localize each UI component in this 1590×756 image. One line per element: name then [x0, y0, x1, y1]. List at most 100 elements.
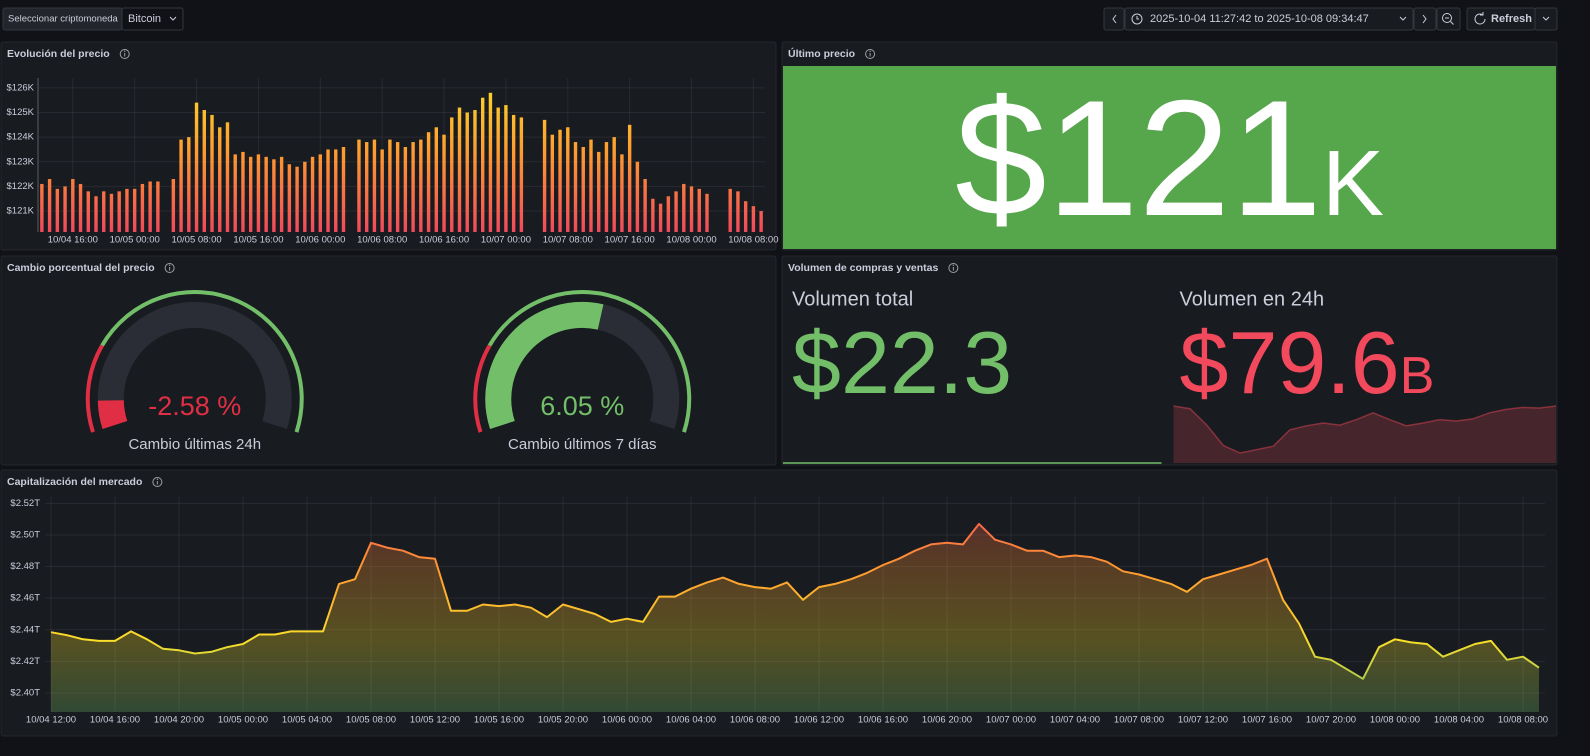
gauge-label: Cambio últimas 24h: [128, 436, 261, 453]
bar: [86, 191, 90, 232]
x-tick-label: 10/07 16:00: [605, 235, 655, 246]
info-icon: [865, 49, 876, 59]
bar: [736, 191, 740, 232]
gauge-threshold: [473, 344, 492, 433]
x-tick-label: 10/05 20:00: [538, 715, 588, 726]
panel-title: Capitalización del mercado: [7, 476, 142, 488]
bar: [419, 139, 423, 232]
bar: [140, 183, 145, 232]
bar: [604, 142, 609, 232]
y-tick-label: $124K: [7, 132, 35, 143]
bar: [426, 132, 431, 232]
panel-title: Último precio: [788, 47, 855, 60]
x-tick-label: 10/06 12:00: [794, 715, 844, 726]
refresh-label[interactable]: Refresh: [1491, 13, 1532, 25]
refresh-interval-button[interactable]: [1534, 7, 1558, 31]
bar: [643, 179, 647, 232]
value-number: $121: [955, 66, 1322, 250]
info-icon: [119, 49, 130, 59]
sparkline-line: [1173, 405, 1557, 454]
chevron-icon: [1399, 16, 1407, 21]
panel-title: Cambio porcentual del precio: [7, 262, 155, 274]
x-tick-label: 10/06 08:00: [730, 715, 780, 726]
bar: [519, 117, 524, 232]
value-unit: K: [1322, 131, 1384, 235]
bar: [264, 156, 268, 232]
bar: [102, 191, 106, 232]
x-tick-label: 10/07 08:00: [1114, 715, 1164, 726]
gauge-threshold: [100, 290, 304, 433]
chevron-left-icon: [1112, 14, 1117, 24]
bar: [210, 114, 214, 232]
time-range[interactable]: 2025-10-04 11:27:42 to 2025-10-08 09:34:…: [1150, 13, 1369, 25]
time-back-button[interactable]: [1103, 7, 1125, 31]
bar: [751, 206, 756, 232]
info-icon-dot: [952, 264, 955, 266]
chevron-right-icon: [1422, 14, 1427, 24]
chevron-icon: [1542, 16, 1550, 21]
bar: [334, 149, 338, 232]
x-tick-label: 10/05 00:00: [110, 235, 160, 246]
clock-hands: [1136, 16, 1139, 20]
bar: [566, 127, 570, 232]
time-forward-button[interactable]: [1413, 7, 1437, 31]
bar: [78, 183, 83, 232]
zoom-out-button[interactable]: [1436, 7, 1461, 31]
area: [51, 523, 1539, 712]
x-tick-label: 10/07 20:00: [1306, 715, 1356, 726]
variable-select[interactable]: [121, 7, 184, 31]
bar: [674, 191, 678, 232]
x-tick-label: 10/06 16:00: [858, 715, 908, 726]
variable-label: Seleccionar criptomoneda: [8, 14, 119, 25]
x-tick-label: 10/06 16:00: [419, 235, 469, 246]
stat-value: $121K: [955, 66, 1384, 250]
bar: [187, 137, 191, 232]
x-tick-label: 10/07 00:00: [481, 235, 531, 246]
bar: [759, 211, 763, 232]
x-tick-label: 10/05 00:00: [218, 715, 268, 726]
bar: [380, 149, 384, 232]
bar: [612, 137, 616, 232]
bar: [303, 161, 307, 232]
panel-title: Volumen de compras y ventas: [788, 262, 939, 274]
stat-name: Volumen total: [792, 288, 913, 310]
x-tick-label: 10/06 04:00: [666, 715, 716, 726]
bar: [179, 139, 183, 232]
bar: [689, 186, 694, 232]
bar: [40, 183, 44, 232]
time-picker[interactable]: [1124, 7, 1414, 31]
bar: [194, 102, 199, 232]
bar: [218, 127, 222, 232]
x-tick-label: 10/07 16:00: [1242, 715, 1292, 726]
bar: [697, 188, 701, 232]
bar: [225, 122, 230, 232]
x-tick-label: 10/06 20:00: [922, 715, 972, 726]
bar: [202, 110, 206, 232]
refresh-icon: [1474, 12, 1486, 25]
bar: [465, 112, 469, 232]
bar: [233, 154, 237, 232]
sparkline-area: [1173, 406, 1556, 463]
bar: [94, 196, 98, 232]
x-tick-label: 10/07 00:00: [986, 715, 1036, 726]
gauge-threshold: [85, 344, 104, 433]
info-icon-dot: [869, 50, 871, 52]
clock-icon: [1131, 13, 1143, 25]
y-tick-label: $2.52T: [10, 498, 40, 509]
bar: [148, 181, 152, 232]
x-tick-label: 10/08 08:00: [728, 235, 778, 246]
bar: [171, 179, 176, 232]
bar: [620, 154, 624, 232]
gauge-threshold: [487, 290, 692, 433]
bar: [310, 156, 315, 232]
bar: [627, 124, 632, 232]
variable-value[interactable]: Bitcoin: [128, 13, 161, 25]
bar: [326, 149, 330, 232]
y-tick-label: $2.44T: [10, 624, 40, 635]
bar: [248, 156, 253, 232]
bar: [651, 198, 655, 232]
y-tick-label: $121K: [7, 206, 35, 217]
x-tick-label: 10/05 16:00: [474, 715, 524, 726]
bar: [728, 188, 732, 232]
bar: [117, 191, 121, 232]
